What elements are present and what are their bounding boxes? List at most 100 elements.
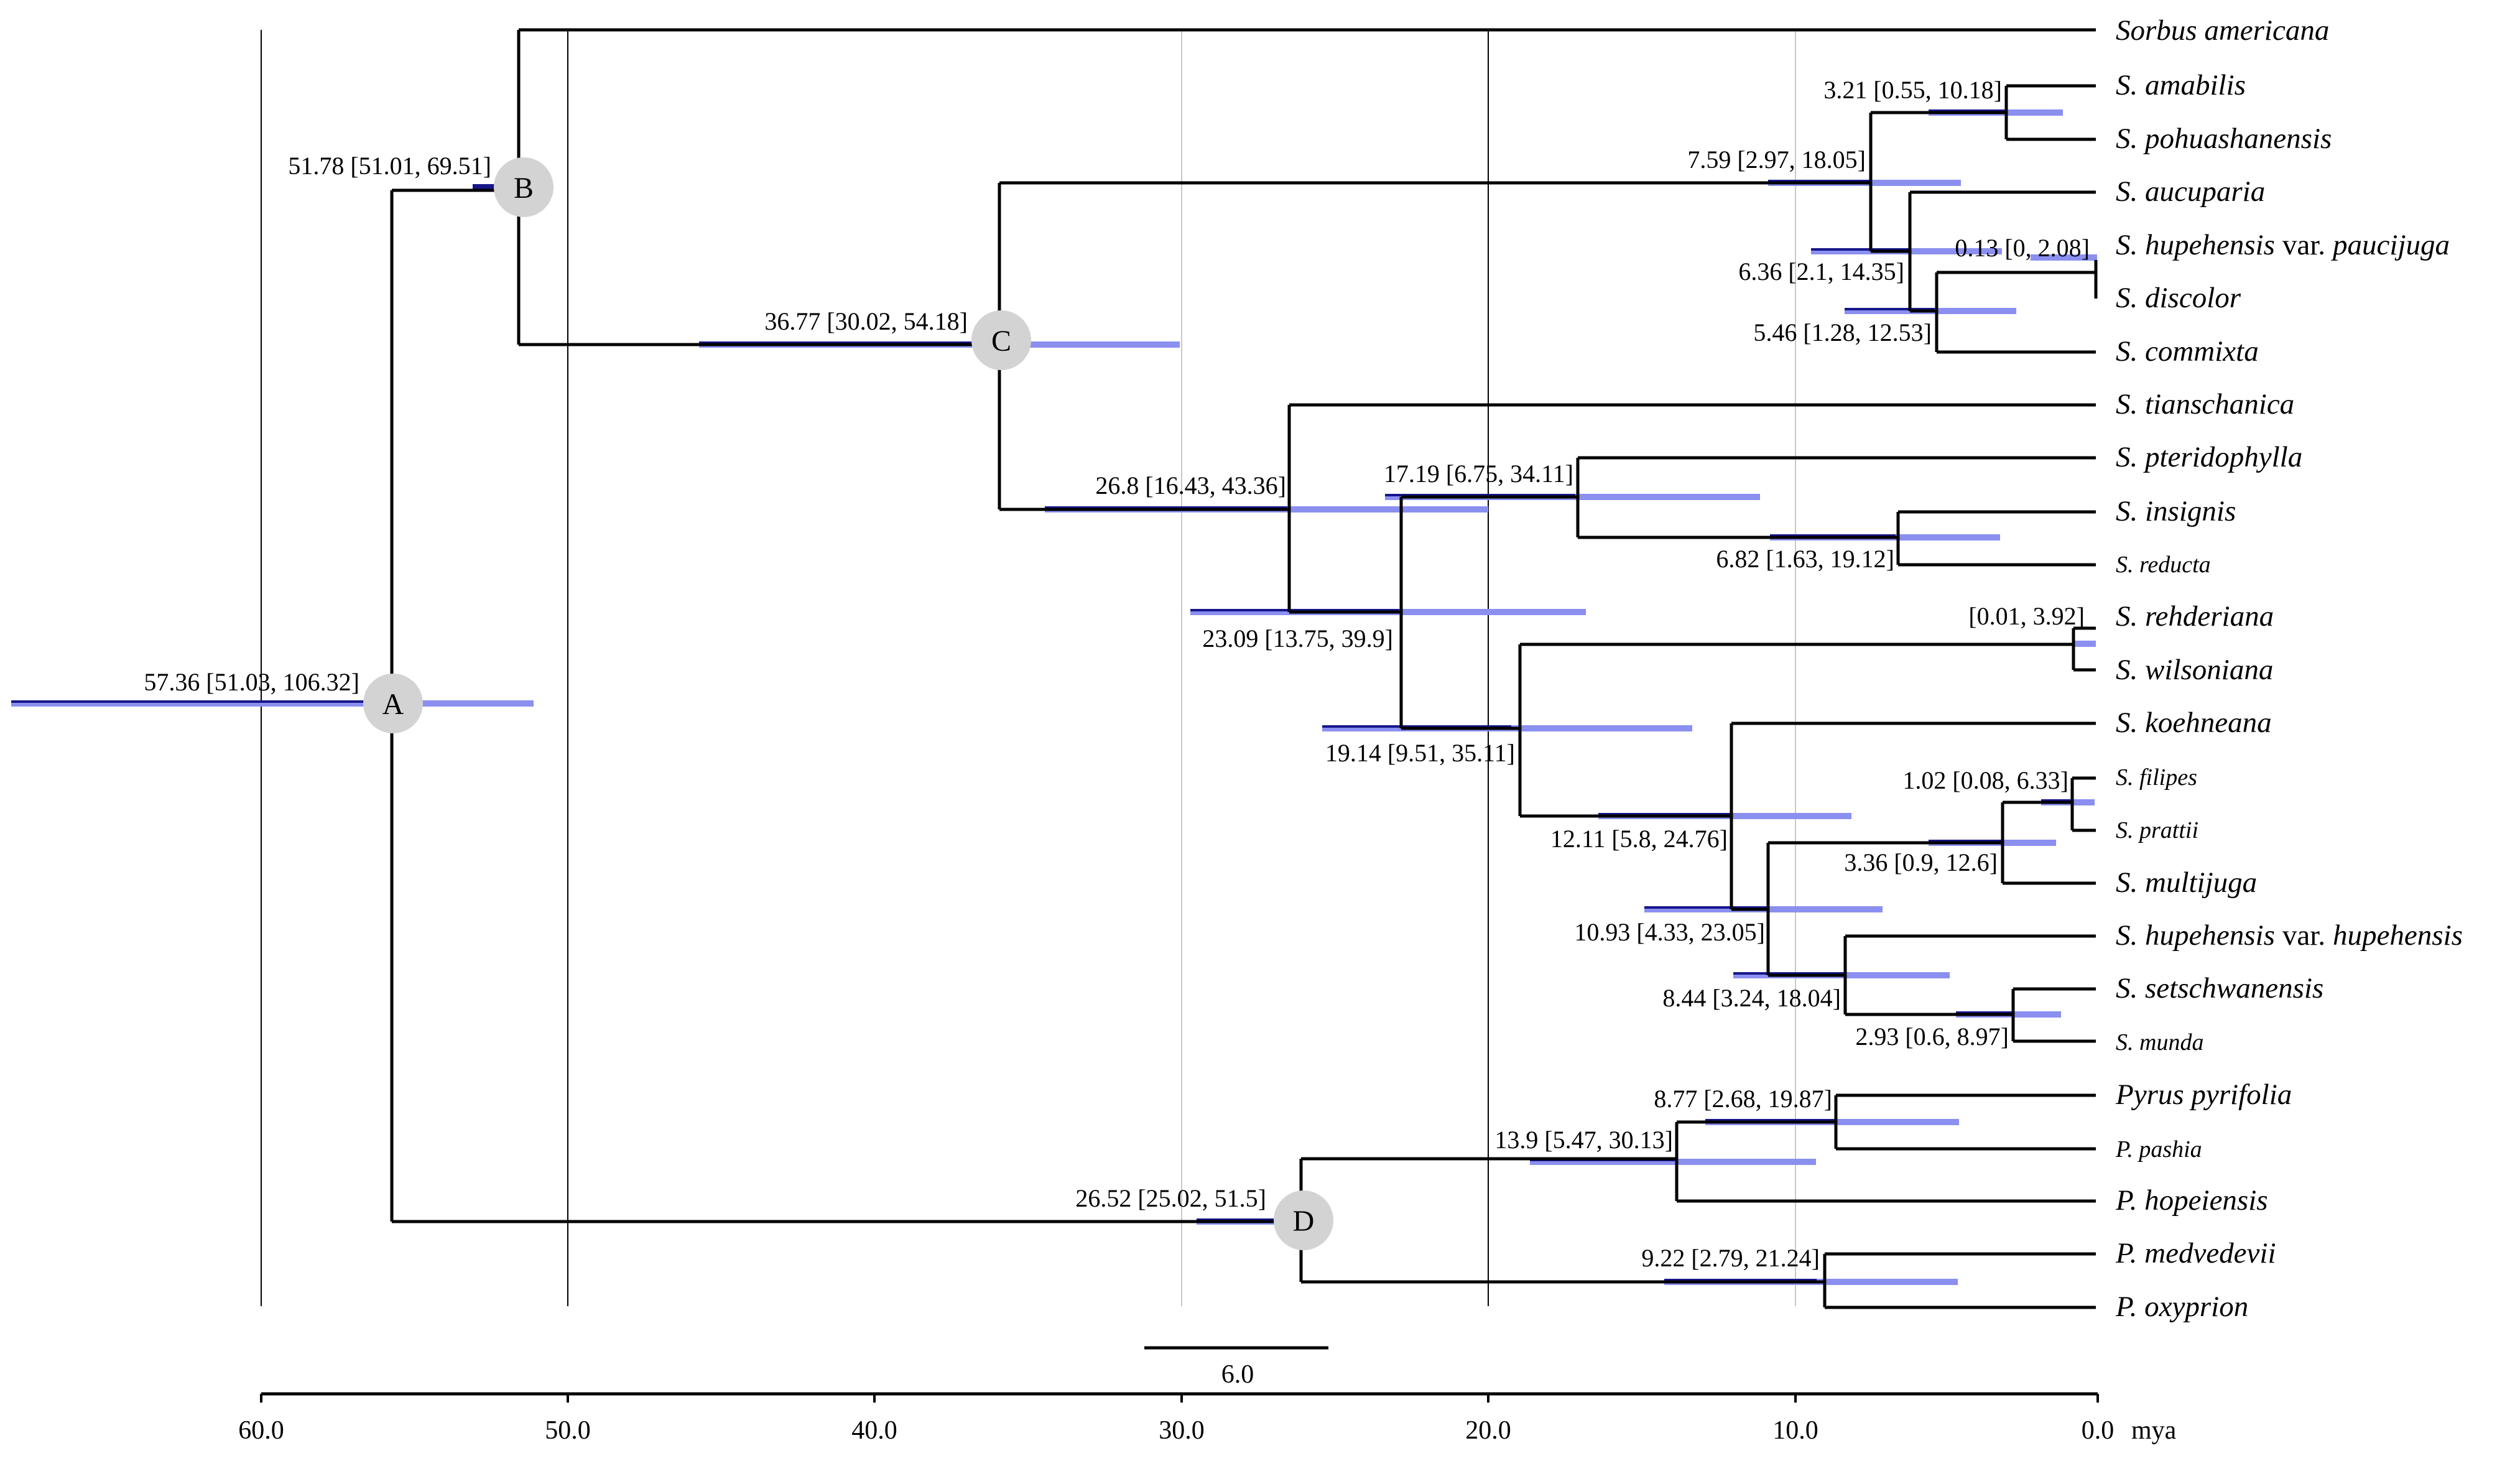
- taxon-label: Sorbus americana: [2116, 14, 2329, 47]
- date-label: 10.93 [4.33, 23.05]: [1574, 918, 1765, 946]
- taxon-label: S. koehneana: [2116, 707, 2272, 739]
- branch-7-59: [1869, 111, 2006, 253]
- date-label: 6.82 [1.63, 19.12]: [1716, 545, 1894, 573]
- date-label: 36.77 [30.02, 54.18]: [764, 307, 968, 335]
- hpd-bar-D-left: [1197, 1218, 1275, 1221]
- node-B-label: B: [514, 172, 534, 205]
- hpd-bar-rehderiana: [2074, 641, 2096, 647]
- branch-13-9: [1675, 1120, 2096, 1203]
- hpd-bar-3-36-left: [1929, 840, 2003, 842]
- date-label: 9.22 [2.79, 21.24]: [1641, 1244, 1820, 1272]
- branch-26-8: [1287, 403, 2096, 614]
- taxon-label: P. oxyprion: [2115, 1291, 2248, 1323]
- date-label: 8.77 [2.68, 19.87]: [1654, 1085, 1832, 1113]
- taxon-label: Pyrus pyrifolia: [2115, 1079, 2292, 1111]
- taxon-label: S. filipes: [2116, 764, 2197, 791]
- axis-tick-label: 20.0: [1465, 1416, 1511, 1445]
- date-label: 26.8 [16.43, 43.36]: [1095, 471, 1286, 499]
- date-label: 19.14 [9.51, 35.11]: [1325, 739, 1515, 767]
- taxon-label: S. commixta: [2116, 335, 2259, 368]
- axis-tick-label: 40.0: [851, 1416, 897, 1445]
- taxon-label: S. tianschanica: [2116, 388, 2294, 420]
- hpd-bar-6-82-left: [1770, 534, 1896, 537]
- taxon-label: S. insignis: [2116, 495, 2236, 527]
- branch-2-93: [2011, 987, 2096, 1043]
- taxon-label: S. discolor: [2116, 282, 2241, 314]
- hpd-bar-C-left: [699, 341, 1004, 344]
- hpd-bar-0-13: [2031, 254, 2097, 261]
- taxon-genus: S. hupehensis: [2116, 229, 2275, 261]
- hpd-bar-6-36-left: [1811, 248, 1910, 251]
- date-label: [0.01, 3.92]: [1968, 602, 2085, 630]
- taxon-label: S. rehderiana: [2116, 600, 2274, 633]
- date-label: 0.13 [0, 2.08]: [1955, 234, 2090, 262]
- axis-unit: mya: [2131, 1416, 2177, 1445]
- branch-12-11: [1730, 721, 2096, 911]
- axis-tick-label: 60.0: [238, 1416, 284, 1445]
- date-label: 26.52 [25.02, 51.5]: [1075, 1184, 1266, 1212]
- date-label: 13.9 [5.47, 30.13]: [1494, 1126, 1673, 1154]
- node-markers: A B C D: [363, 157, 1333, 1250]
- hpd-bar-3-21-left: [1929, 109, 2007, 112]
- branch-A: [390, 188, 1304, 1223]
- date-label: 2.93 [0.6, 8.97]: [1855, 1023, 2009, 1051]
- branch-3-21: [2004, 84, 2096, 141]
- branch-6-36: [1908, 190, 2096, 313]
- taxon-label: S. munda: [2116, 1029, 2203, 1055]
- date-label: 3.36 [0.9, 12.6]: [1844, 848, 1998, 876]
- date-label: 8.44 [3.24, 18.04]: [1662, 984, 1841, 1012]
- branch-rehderiana: [2072, 626, 2096, 672]
- branch-9-22: [1823, 1252, 2096, 1309]
- branch-23-09: [1399, 495, 1578, 730]
- hpd-bar-5-46-left: [1845, 308, 1935, 310]
- hpd-bar-12-11-left: [1598, 813, 1732, 815]
- hpd-bar-8-44-left: [1733, 972, 1845, 975]
- date-label: 57.36 [51.03, 106.32]: [144, 668, 359, 696]
- taxon-epithet: paucijuga: [2331, 229, 2450, 261]
- hpd-bar-7-59-left: [1768, 180, 1871, 182]
- hpd-bar-2-93-left: [1956, 1011, 2012, 1014]
- tree-branches: [390, 28, 2098, 1309]
- branch-1-02: [2070, 776, 2096, 832]
- taxon-label: S. reducta: [2116, 552, 2211, 578]
- scale-bar: 6.0: [1144, 1346, 1328, 1389]
- taxon-labels: Sorbus americana S. amabilis S. pohuasha…: [2115, 14, 2463, 1323]
- taxon-label: P. medvedevii: [2115, 1237, 2276, 1269]
- date-label: 6.36 [2.1, 14.35]: [1738, 257, 1904, 285]
- scale-bar-value: 6.0: [1221, 1360, 1254, 1389]
- date-labels: 57.36 [51.03, 106.32] 51.78 [51.01, 69.5…: [144, 76, 2090, 1272]
- branch-19-14: [1518, 643, 2073, 818]
- node-A-marker: [363, 674, 423, 733]
- hpd-bar-26-8-left: [1045, 506, 1287, 509]
- axis-tick-label: 30.0: [1159, 1416, 1205, 1445]
- taxon-label: S. pteridophylla: [2116, 441, 2302, 473]
- hpd-bar-17-19-left: [1385, 494, 1575, 496]
- hpd-bar-9-22-left: [1664, 1279, 1817, 1281]
- taxon-label: S. multijuga: [2116, 866, 2257, 899]
- hpd-bar-19-14-left: [1322, 725, 1511, 728]
- gridlines: [261, 30, 1796, 1306]
- node-C-marker: [971, 310, 1031, 370]
- branch-5-46: [1935, 271, 2096, 354]
- branch-17-19: [1576, 456, 2096, 539]
- taxon-label: S. wilsoniana: [2116, 654, 2273, 686]
- hpd-bar-A: [11, 700, 534, 707]
- taxon-rank: var.: [2282, 919, 2325, 952]
- axis-tick-label: 0.0: [2082, 1416, 2115, 1445]
- axis-tick-label: 50.0: [545, 1416, 591, 1445]
- taxon-label: P. hopeiensis: [2115, 1184, 2268, 1217]
- date-label: 7.59 [2.97, 18.05]: [1687, 146, 1866, 174]
- time-axis: 60.0 50.0 40.0 30.0 20.0 10.0 0.0 mya: [238, 1392, 2177, 1445]
- hpd-bar-8-77-left: [1705, 1119, 1836, 1121]
- taxon-label: S. prattii: [2116, 817, 2198, 843]
- axis-tick-label: 10.0: [1772, 1416, 1818, 1445]
- node-C-label: C: [991, 325, 1011, 358]
- taxon-label: S. hupehensis var. paucijuga: [2116, 229, 2450, 261]
- hpd-bar-10-93-left: [1644, 906, 1769, 909]
- date-label: 12.11 [5.8, 24.76]: [1550, 825, 1728, 853]
- date-label: 17.19 [6.75, 34.11]: [1384, 460, 1573, 488]
- taxon-epithet: hupehensis: [2333, 919, 2463, 952]
- taxon-rank: var.: [2282, 229, 2325, 261]
- node-B-marker: [494, 157, 554, 217]
